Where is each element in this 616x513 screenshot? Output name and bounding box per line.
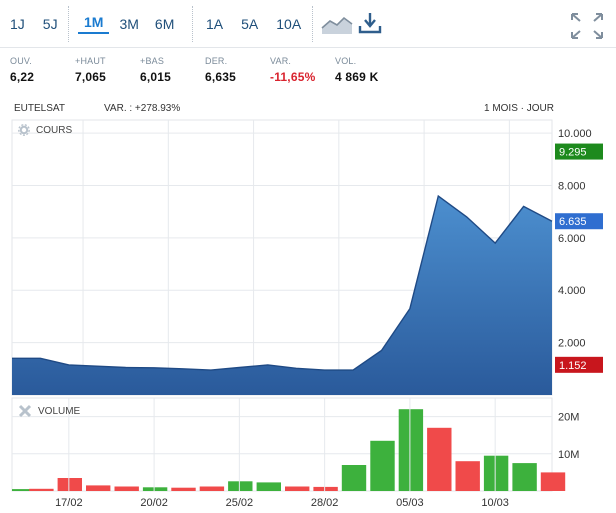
volume-bar [540, 472, 566, 491]
chart-toolbar: 1J 5J 1M 3M 6M 1A 5A 10A [0, 0, 616, 48]
volume-bar [256, 482, 281, 491]
quote-label: VAR. [270, 56, 292, 66]
x-tick-label: 20/02 [140, 497, 168, 509]
chart-period: 1 MOIS · JOUR [483, 103, 554, 114]
quote-value: 7,065 [75, 70, 107, 84]
x-tick-label: 25/02 [226, 497, 254, 509]
x-tick-label: 05/03 [396, 497, 424, 509]
quote-value: 4 869 K [335, 70, 379, 84]
x-tick-label: 17/02 [55, 497, 83, 509]
quote-value: -11,65% [270, 70, 316, 84]
quote-label: VOL. [335, 56, 357, 66]
quote-open: OUV. 6,22 [10, 56, 34, 84]
volume-y-tick-label: 10M [558, 449, 579, 461]
low-price-badge: 1.152 [559, 360, 587, 372]
volume-bar [57, 478, 82, 491]
x-tick-label: 28/02 [311, 497, 339, 509]
quote-value: 6,22 [10, 70, 35, 84]
volume-bar [114, 486, 139, 491]
quote-volume: VOL. 4 869 K [335, 56, 378, 84]
period-10a-button[interactable]: 10A [276, 16, 302, 32]
period-1a-button[interactable]: 1A [206, 16, 224, 32]
period-6m-button[interactable]: 6M [154, 16, 175, 32]
quote-last: DER. 6,635 [205, 56, 236, 84]
high-price-badge: 9.295 [559, 147, 587, 159]
period-group-long: 1A 5A 10A [200, 0, 307, 48]
price-y-tick-label: 4.000 [558, 285, 586, 297]
period-group-mid: 1M 3M 6M [78, 0, 180, 48]
low-price-badge-bg [555, 356, 603, 373]
volume-bar [398, 409, 424, 491]
chart-variation: VAR. : +278.93% [104, 103, 181, 114]
period-5a-button[interactable]: 5A [241, 16, 259, 32]
toolbar-divider [192, 6, 193, 42]
volume-panel-label: VOLUME [18, 404, 80, 418]
quote-low: +BAS 6,015 [140, 56, 171, 84]
volume-bar [171, 487, 196, 491]
price-panel-title: COURS [36, 124, 73, 136]
period-1m-button[interactable]: 1M [78, 14, 110, 34]
date-x-axis: 17/02 20/02 25/02 28/02 05/03 10/03 [55, 398, 509, 509]
volume-bar [86, 485, 111, 491]
price-y-tick-label: 6.000 [558, 233, 586, 245]
quote-variation: VAR. -11,65% [270, 56, 315, 84]
quote-high: +HAUT 7,065 [75, 56, 106, 84]
price-y-tick-label: 2.000 [558, 338, 586, 350]
price-panel-label: COURS [18, 124, 72, 136]
close-icon[interactable] [18, 404, 32, 418]
toolbar-divider [312, 6, 313, 42]
last-price-badge: 6.635 [559, 216, 587, 228]
volume-bars [12, 409, 566, 491]
price-area-series [12, 194, 553, 395]
high-price-badge-bg [555, 143, 603, 160]
volume-bar [370, 440, 395, 491]
volume-bar [29, 488, 54, 491]
volume-bar [12, 489, 37, 491]
fullscreen-icon[interactable] [570, 12, 604, 40]
quote-label: +HAUT [75, 56, 106, 66]
period-5j-button[interactable]: 5J [42, 16, 58, 32]
last-price-badge-bg [555, 213, 603, 230]
volume-bar [427, 427, 452, 491]
chart-ticker: EUTELSAT [14, 103, 65, 114]
quote-value: 6,015 [140, 70, 172, 84]
quote-label: DER. [205, 56, 228, 66]
volume-bar [142, 487, 168, 491]
volume-bar [285, 486, 310, 491]
period-3m-button[interactable]: 3M [119, 16, 139, 32]
period-group-short: 1J 5J [4, 0, 64, 48]
volume-bar [199, 486, 225, 491]
gear-icon[interactable] [18, 124, 30, 136]
volume-y-tick-label: 20M [558, 412, 579, 424]
volume-bar [341, 465, 367, 491]
volume-panel-title: VOLUME [38, 405, 81, 417]
quote-label: OUV. [10, 56, 32, 66]
period-1j-button[interactable]: 1J [10, 16, 25, 32]
toolbar-divider [68, 6, 69, 42]
price-line [12, 194, 553, 371]
price-y-tick-label: 8.000 [558, 180, 586, 192]
volume-grid [12, 416, 552, 455]
x-tick-label: 10/03 [481, 497, 509, 509]
quote-label: +BAS [140, 56, 165, 66]
volume-bar [313, 486, 338, 491]
quote-value: 6,635 [205, 70, 237, 84]
volume-bar [512, 463, 537, 491]
price-y-axis: 10.000 8.000 6.000 4.000 2.000 9.295 6.635 1.15… [555, 128, 603, 373]
volume-plot-frame [11, 397, 553, 492]
line-chart-type-icon[interactable] [320, 10, 354, 36]
download-icon[interactable] [357, 10, 383, 36]
volume-bar [483, 455, 509, 491]
volume-y-axis: 20M 10M [558, 412, 579, 461]
volume-bar [455, 461, 480, 491]
price-area [12, 196, 552, 395]
price-y-tick-label: 10.000 [558, 128, 592, 140]
volume-bar [228, 481, 253, 491]
